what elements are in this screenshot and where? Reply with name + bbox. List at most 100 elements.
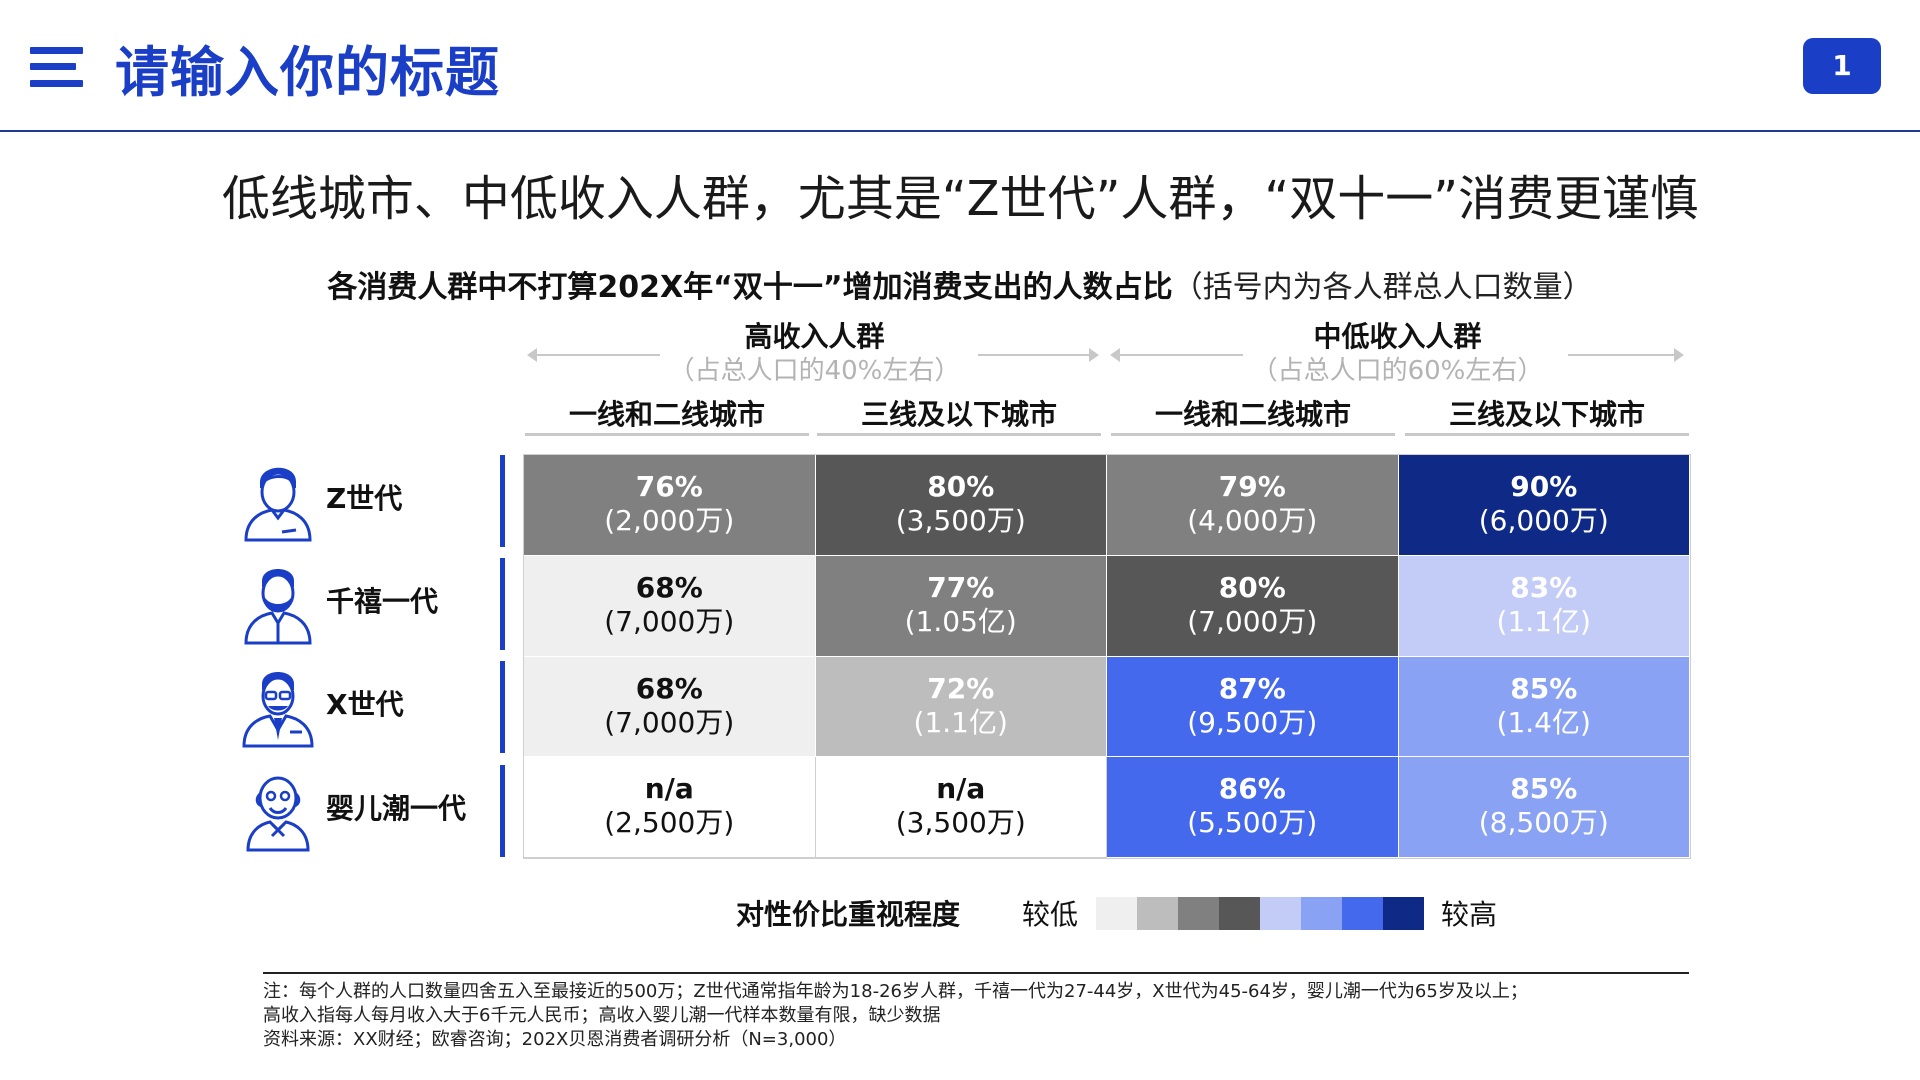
legend-swatch [1301,897,1342,930]
cell-population: (9,500万) [1187,705,1318,739]
chart-title: 各消费人群中不打算202X年“双十一”增加消费支出的人数占比（括号内为各人群总人… [0,266,1920,310]
footnote-divider [263,972,1689,974]
cell-population: (1.05亿) [904,604,1017,638]
column-underline [1111,433,1395,436]
cell-population: (1.1亿) [913,705,1008,739]
row-name: 千禧一代 [326,585,439,618]
column-underline [525,433,809,436]
arrow-right-icon [1674,348,1684,362]
cell-population: (7,000万) [604,604,735,638]
group-sub: （占总人口的40%左右） [668,356,961,386]
headline: 低线城市、中低收入人群，尤其是“Z世代”人群，“双十一”消费更谨慎 [221,171,1699,227]
cell-value: 85% [1510,671,1578,705]
cell-population: (2,000万) [604,504,735,537]
row-label-gen-z: Z世代 [240,454,485,554]
legend-high-label: 较高 [1441,898,1498,931]
row-label-baby-boomers: 婴儿潮一代 [240,764,485,864]
heatmap-cell: 80% (7,000万) [1107,555,1399,657]
column-underline [817,433,1101,436]
legend-swatch [1178,897,1219,930]
heatmap-cell: 85% (1.4亿) [1398,656,1690,758]
man-with-glasses-icon [242,672,314,748]
cell-value: 80% [1218,570,1286,604]
heatmap-cell: 68% (7,000万) [524,656,816,758]
column-underline [1405,433,1689,436]
cell-value: 68% [635,671,703,705]
column-group-high-income: 高收入人群 （占总人口的40%左右） [523,318,1106,390]
cell-population: (3,500万) [895,504,1026,537]
footnote-line: 高收入指每人每月收入大于6千元人民币；高收入婴儿潮一代样本数量有限，缺少数据 [263,1005,941,1026]
cell-value: n/a [644,772,694,806]
heatmap-cell: n/a (3,500万) [815,757,1107,858]
cell-value: 72% [927,671,995,705]
heatmap-cell: 77% (1.05亿) [815,555,1107,657]
column-header: 三线及以下城市 [860,398,1057,431]
cell-value: 68% [635,570,703,604]
page-number-badge: 1 [1803,38,1881,94]
cell-population: (7,000万) [1187,604,1318,638]
group-label: 中低收入人群 [1313,320,1482,353]
row-name: Z世代 [326,482,403,515]
column-header: 一线和二线城市 [1154,398,1351,431]
arrow-line [1568,354,1676,356]
heatmap-cell: 85% (8,500万) [1398,757,1690,858]
cell-value: 87% [1218,671,1286,705]
header-divider [0,130,1920,132]
heatmap-cell: 86% (5,500万) [1107,757,1399,858]
cell-population: (8,500万) [1478,806,1609,840]
cell-population: (6,000万) [1478,504,1609,537]
legend-swatch [1137,897,1178,930]
legend-swatch [1219,897,1260,930]
row-accent-bar [500,765,505,857]
row-label-gen-x: X世代 [240,660,485,760]
heatmap-cell: 80% (3,500万) [815,455,1107,556]
legend-title: 对性价比重视程度 [736,898,961,931]
row-accent-bar [500,661,505,753]
heatmap-cell: 68% (7,000万) [524,555,816,657]
row-name: X世代 [326,688,404,721]
chart-title-main: 各消费人群中不打算202X年“双十一”增加消费支出的人数占比 [327,270,1173,305]
group-sub: （占总人口的60%左右） [1251,356,1544,386]
row-label-millennials: 千禧一代 [240,557,485,657]
heatmap-cell: 83% (1.1亿) [1398,555,1690,657]
chart-subtitle: （括号内为各人群总人口数量） [1172,270,1593,305]
cell-value: 86% [1218,772,1286,806]
heatmap-cell: 87% (9,500万) [1107,656,1399,758]
row-accent-bar [500,558,505,650]
arrow-left-icon [527,348,537,362]
cell-value: 83% [1510,570,1578,604]
legend-low-label: 较低 [1022,898,1079,931]
cell-population: (2,500万) [604,806,735,840]
arrow-line [535,354,660,356]
cell-population: (1.4亿) [1496,705,1591,739]
page-title: 请输入你的标题 [115,41,500,104]
footnote-source: 资料来源：XX财经；欧睿咨询；202X贝恩消费者调研分析（N=3,000） [263,1029,847,1050]
cell-population: (4,000万) [1187,504,1318,537]
cell-value: 80% [927,470,995,503]
footnote-line: 注：每个人群的人口数量四舍五入至最接近的500万；Z世代通常指年龄为18-26岁… [263,981,1528,1002]
column-group-mid-low-income: 中低收入人群 （占总人口的60%左右） [1106,318,1689,390]
menu-icon[interactable] [30,47,83,87]
cell-population: (1.1亿) [1496,604,1591,638]
cell-value: n/a [936,772,986,806]
cell-value: 77% [927,570,995,604]
row-name: 婴儿潮一代 [326,792,467,825]
cell-value: 90% [1510,470,1578,503]
group-label: 高收入人群 [744,320,885,353]
column-header: 一线和二线城市 [568,398,765,431]
cell-value: 76% [635,470,703,503]
heatmap-grid: 76% (2,000万) 80% (3,500万) 79% (4,000万) 90% (6,0… [523,454,1691,859]
legend-swatch [1383,897,1424,930]
cell-value: 85% [1510,772,1578,806]
arrow-right-icon [1089,348,1099,362]
heatmap-cell: n/a (2,500万) [524,757,816,858]
arrow-left-icon [1110,348,1120,362]
legend-swatch [1096,897,1137,930]
heatmap-cell: 72% (1.1亿) [815,656,1107,758]
row-accent-bar [500,455,505,547]
heatmap-cell: 79% (4,000万) [1107,455,1399,556]
cell-population: (5,500万) [1187,806,1318,840]
arrow-line [978,354,1091,356]
column-header: 三线及以下城市 [1448,398,1645,431]
